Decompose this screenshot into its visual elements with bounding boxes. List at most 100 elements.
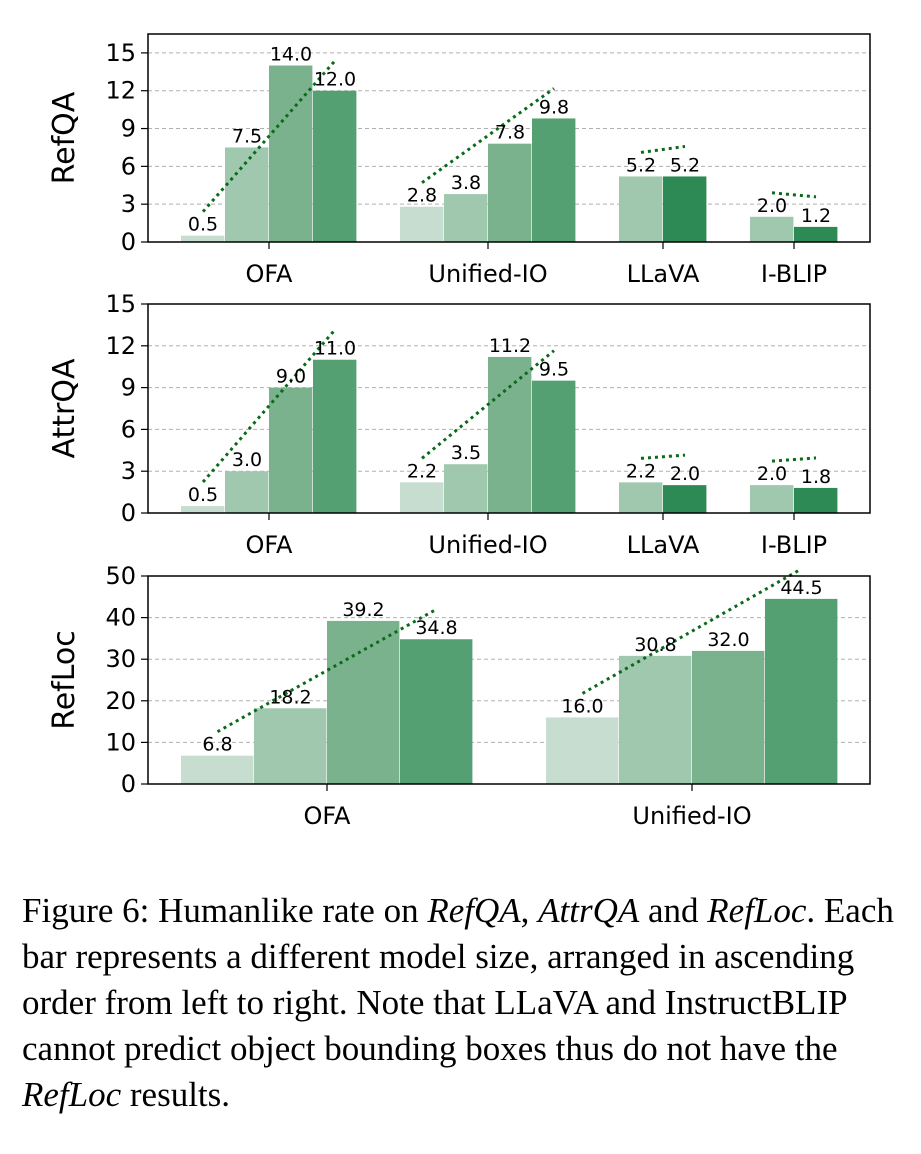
bar xyxy=(750,216,794,242)
caption-tail: results. xyxy=(121,1075,231,1114)
bar xyxy=(692,650,765,784)
bar-value-label: 11.2 xyxy=(489,335,531,357)
bar xyxy=(532,380,576,513)
bar-value-label: 44.5 xyxy=(780,577,822,599)
x-tick-label: OFA xyxy=(246,531,293,559)
y-axis-label: RefLoc xyxy=(47,630,82,730)
bar xyxy=(546,717,619,784)
trend-line xyxy=(421,349,555,460)
y-tick-label: 3 xyxy=(121,190,136,218)
bar-value-label: 0.5 xyxy=(188,214,218,236)
bar xyxy=(269,65,313,242)
bar xyxy=(269,387,313,513)
y-tick-label: 3 xyxy=(121,457,136,485)
y-tick-label: 0 xyxy=(121,770,136,798)
bar-value-label: 18.2 xyxy=(269,686,311,708)
bar-value-label: 6.8 xyxy=(202,734,232,756)
bar xyxy=(444,194,488,242)
bar-value-label: 11.0 xyxy=(314,338,356,360)
y-tick-label: 50 xyxy=(105,562,136,590)
bar-value-label: 3.8 xyxy=(451,172,481,194)
bar xyxy=(181,506,225,513)
y-tick-label: 15 xyxy=(105,39,136,67)
bar-value-label: 5.2 xyxy=(670,154,700,176)
bar-value-label: 30.8 xyxy=(634,634,676,656)
bar xyxy=(794,487,838,513)
trend-line xyxy=(640,144,686,154)
bar xyxy=(181,235,225,242)
bar-value-label: 2.0 xyxy=(670,463,700,485)
bar xyxy=(444,464,488,513)
caption-lead: Figure 6: Humanlike rate on xyxy=(22,891,428,930)
bar xyxy=(619,655,692,784)
y-tick-label: 30 xyxy=(105,645,136,673)
y-tick-label: 6 xyxy=(121,415,136,443)
bar-value-label: 2.0 xyxy=(757,195,787,217)
bar-value-label: 1.8 xyxy=(801,466,831,488)
bar-value-label: 0.5 xyxy=(188,484,218,506)
bar-value-label: 1.2 xyxy=(801,205,831,227)
caption-mid: . Each bar represents a different model … xyxy=(22,891,894,1068)
bar xyxy=(400,482,444,513)
bar-value-label: 2.2 xyxy=(407,460,437,482)
bar xyxy=(225,471,269,513)
attrqa-panel: 0 3 6 9 12 15 AttrQA 0.5 3.0 9.0 11.0 OFA 2.2 3.5 11.2… xyxy=(47,290,871,559)
bar-value-label: 7.5 xyxy=(232,125,262,147)
x-tick-label: LLaVA xyxy=(627,531,700,559)
bar-value-label: 9.8 xyxy=(539,96,569,118)
y-axis-label: RefQA xyxy=(47,91,82,184)
figure-charts: 0 3 6 9 12 15 RefQA 0.5 7.5 14.012.0 OFA 2.8 3.8 7.8 9… xyxy=(47,33,871,830)
bar-value-label: 39.2 xyxy=(342,599,384,621)
bar-value-label: 9.5 xyxy=(539,359,569,381)
trend-line xyxy=(771,191,817,199)
y-tick-label: 0 xyxy=(121,499,136,527)
caption-sep-2: and xyxy=(639,891,708,930)
y-tick-label: 9 xyxy=(121,115,136,143)
bar xyxy=(313,359,357,513)
plot-frame xyxy=(147,33,871,243)
refloc-panel: 0 10 20 30 40 50 RefLoc 6.8 18.2 39.2 34.8 OFA 16.0 3… xyxy=(47,562,871,830)
bar xyxy=(619,176,663,242)
bar xyxy=(313,90,357,243)
x-tick-label: I-BLIP xyxy=(761,531,827,559)
caption-sep-1: , xyxy=(520,891,539,930)
x-tick-label: I-BLIP xyxy=(761,260,827,288)
figure-caption: Figure 6: Humanlike rate on RefQA, AttrQ… xyxy=(22,888,912,1118)
y-tick-label: 12 xyxy=(105,332,136,360)
bar xyxy=(254,708,327,784)
caption-refloc: RefLoc xyxy=(707,891,807,930)
bar xyxy=(532,118,576,242)
trend-line xyxy=(640,453,686,460)
bar-value-label: 3.5 xyxy=(451,442,481,464)
bar xyxy=(663,485,707,513)
bar-value-label: 9.0 xyxy=(276,366,306,388)
y-tick-label: 12 xyxy=(105,77,136,105)
bar xyxy=(750,485,794,513)
bar-value-label: 34.8 xyxy=(415,617,457,639)
y-tick-label: 15 xyxy=(105,290,136,318)
trend-line xyxy=(201,59,337,213)
bar-value-label: 12.0 xyxy=(314,69,356,91)
bar-value-label: 2.8 xyxy=(407,185,437,207)
trend-line xyxy=(771,456,817,463)
y-tick-label: 20 xyxy=(105,687,136,715)
caption-refloc-2: RefLoc xyxy=(22,1075,122,1114)
trend-line xyxy=(421,87,555,184)
x-tick-label: OFA xyxy=(246,260,293,288)
bar-value-label: 3.0 xyxy=(232,449,262,471)
caption-refqa: RefQA xyxy=(427,891,521,930)
y-axis-label: AttrQA xyxy=(47,358,82,458)
y-tick-label: 10 xyxy=(105,728,136,756)
bar-value-label: 5.2 xyxy=(626,154,656,176)
trend-line xyxy=(201,328,337,484)
refqa-panel: 0 3 6 9 12 15 RefQA 0.5 7.5 14.012.0 OFA 2.8 3.8 7.8 9… xyxy=(47,33,871,288)
plot-frame xyxy=(147,303,871,514)
bar xyxy=(794,226,838,242)
bar xyxy=(400,206,444,242)
bar-value-label: 7.8 xyxy=(495,122,525,144)
bar xyxy=(181,755,254,784)
x-tick-label: LLaVA xyxy=(627,260,700,288)
bar xyxy=(327,620,400,784)
bar xyxy=(225,147,269,242)
bar xyxy=(663,176,707,242)
